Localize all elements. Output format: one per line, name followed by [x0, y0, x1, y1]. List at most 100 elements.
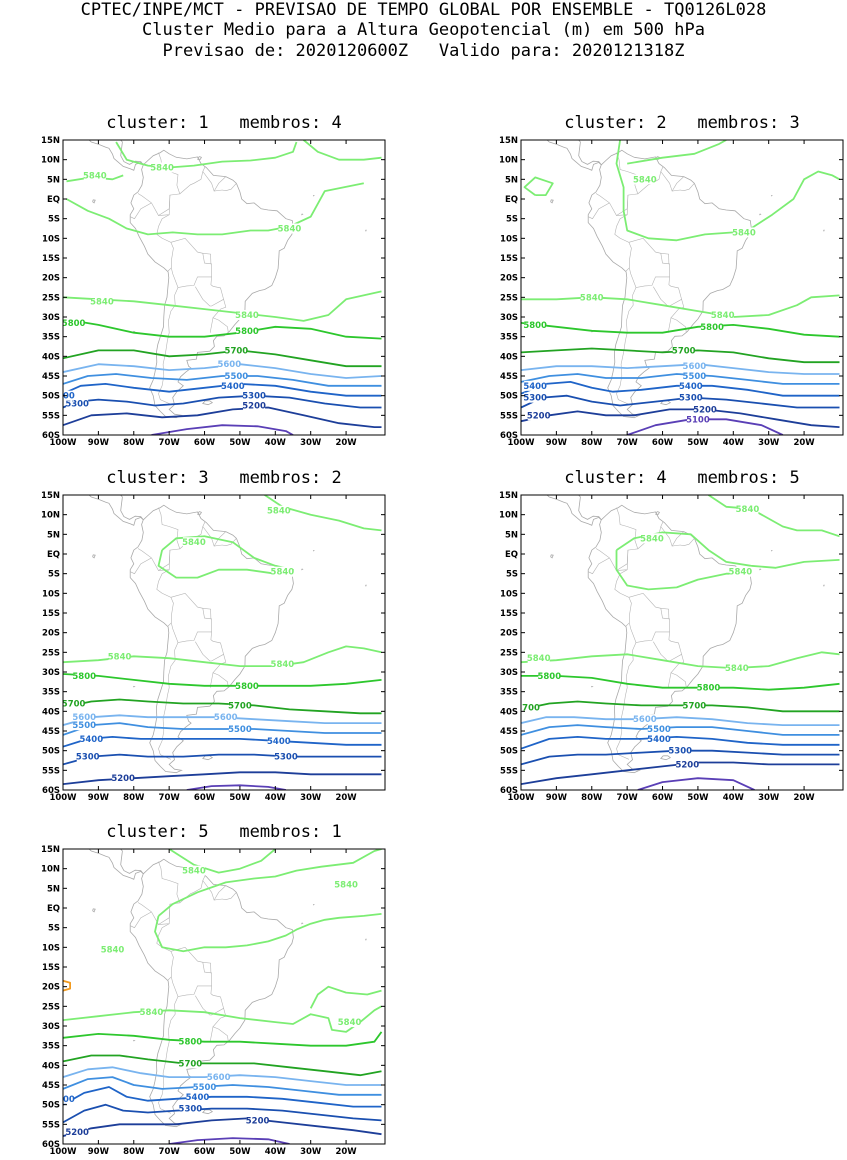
contour-label-5840: 5840 [182, 538, 206, 548]
island-outline [366, 230, 367, 231]
contour-5600 [521, 364, 840, 374]
contour-label-5840: 5840 [83, 171, 107, 181]
header-line-3: Previsao de: 2020120600Z Valido para: 20… [0, 41, 847, 61]
lat-label: 50S [42, 1101, 60, 1111]
contour-label-5840: 5840 [729, 568, 753, 578]
contour-label-5400: 5400 [79, 735, 103, 745]
contour-label-5300: 5300 [179, 1105, 203, 1115]
country-border [157, 215, 174, 271]
lat-label: 40S [42, 1061, 60, 1071]
contour-5840 [521, 652, 840, 668]
header-line-1: CPTEC/INPE/MCT - PREVISAO DE TEMPO GLOBA… [0, 0, 847, 20]
lat-label: 45S [500, 727, 518, 737]
contour-label-5500: 5500 [228, 725, 252, 735]
contour-5300 [63, 396, 382, 408]
contour-label-5200: 5200 [246, 1116, 270, 1126]
contour-label-5300: 5300 [523, 394, 547, 404]
contour-label-5840: 5840 [640, 534, 664, 544]
lat-label: 20S [500, 629, 518, 639]
lon-label: 50W [687, 793, 709, 803]
lon-label: 100W [507, 438, 535, 448]
lat-label: 5N [47, 530, 60, 540]
country-border [157, 570, 174, 626]
lat-label: EQ [47, 904, 60, 914]
contour-5700 [63, 700, 382, 714]
contour-label-5600: 5600 [217, 360, 241, 370]
contour-5200 [63, 408, 382, 428]
lon-label: 50W [229, 793, 251, 803]
header-line-2: Cluster Medio para a Altura Geopotencial… [0, 20, 847, 40]
contour-label-5600: 5600 [214, 713, 238, 723]
contour-label-5840: 5840 [150, 164, 174, 174]
contour-5840 [521, 295, 840, 317]
contour-5840 [617, 140, 840, 240]
contour-label-5700: 5700 [225, 346, 249, 356]
contour-label-5700: 5700 [228, 701, 252, 711]
contour-label-5840: 5840 [736, 505, 760, 515]
lon-label: 20W [335, 438, 357, 448]
island-outline [133, 686, 134, 687]
contour-label-5800: 5800 [523, 321, 547, 331]
contour-label-5500: 5500 [72, 721, 96, 731]
country-border [617, 195, 628, 215]
contour-5300 [63, 755, 382, 765]
lat-label: 15N [41, 845, 60, 855]
lon-label: 60W [652, 438, 674, 448]
lat-label: 20S [500, 274, 518, 284]
country-border [130, 912, 151, 928]
lon-label: 90W [88, 1147, 110, 1157]
island-outline [656, 512, 660, 515]
lat-label: 15S [42, 254, 60, 264]
contour-label-5800: 5800 [72, 672, 96, 682]
contour-label-5800: 5800 [700, 323, 724, 333]
lat-label: 15S [500, 609, 518, 619]
contour-label-5700: 5700 [672, 346, 696, 356]
contour-label-5200: 5200 [675, 760, 699, 770]
contour-5840 [116, 142, 296, 168]
country-border [138, 153, 180, 216]
island-outline [203, 756, 213, 760]
lon-label: 90W [546, 793, 568, 803]
lon-label: 70W [617, 793, 639, 803]
lat-label: 10S [500, 589, 518, 599]
contour-label-5840: 5840 [278, 225, 302, 235]
contour-5700 [521, 702, 840, 712]
country-border [195, 277, 223, 306]
contour-5400 [63, 737, 382, 747]
country-border [195, 986, 223, 1015]
lon-label: 30W [758, 793, 780, 803]
lon-label: 80W [123, 793, 145, 803]
contour-5400 [63, 1087, 382, 1107]
lat-label: 15N [499, 136, 518, 146]
contour-5840 [304, 140, 382, 160]
lat-label: 25S [42, 293, 60, 303]
contour-5500 [63, 723, 382, 735]
lon-label: 100W [49, 438, 77, 448]
lon-label: 90W [88, 438, 110, 448]
contour-label-5400: 5400 [186, 1093, 210, 1103]
country-border [195, 632, 223, 661]
lat-label: 35S [42, 688, 60, 698]
lon-label: 80W [123, 1147, 145, 1157]
lat-label: 5N [47, 175, 60, 185]
country-border [203, 172, 237, 192]
contour-5800 [63, 674, 382, 686]
country-border [588, 203, 609, 219]
contour-label-5800: 5800 [179, 1038, 203, 1048]
contour-label-5800: 5800 [235, 682, 259, 692]
country-border [672, 177, 684, 192]
contour-5840 [155, 914, 382, 951]
contour-label-5100: 5100 [686, 415, 710, 425]
lat-label: 35S [500, 333, 518, 343]
lat-label: 10N [41, 511, 60, 521]
contour-label-5840: 5840 [527, 654, 551, 664]
contour-label-5400: 5400 [267, 737, 291, 747]
contour-label-5840: 5840 [235, 311, 259, 321]
country-border [210, 318, 213, 333]
lon-label: 50W [687, 438, 709, 448]
lon-label: 60W [652, 793, 674, 803]
lat-label: 10S [42, 589, 60, 599]
country-border [203, 881, 237, 901]
lat-label: 40S [42, 352, 60, 362]
